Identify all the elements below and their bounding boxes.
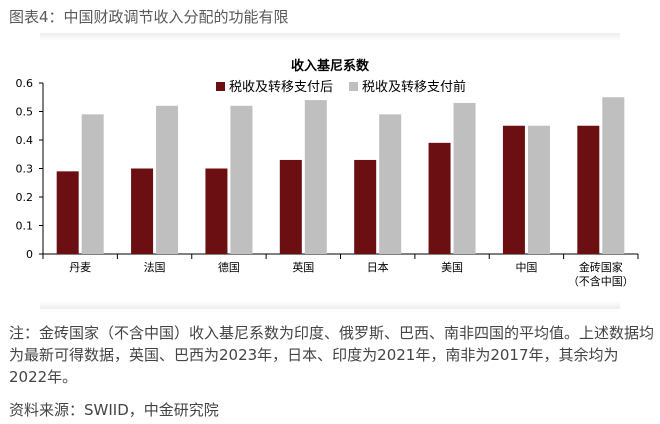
- x-category-label: 丹麦: [69, 261, 91, 274]
- x-category-label: 英国: [292, 260, 314, 274]
- legend-swatch-1: [349, 82, 358, 91]
- y-tick-label: 0.1: [16, 220, 34, 233]
- figure-title: 图表4：中国财政调节收入分配的功能有限: [9, 8, 289, 26]
- bar-after-2: [205, 168, 228, 254]
- y-tick-label: 0: [26, 248, 33, 261]
- bar-before-0: [81, 114, 104, 254]
- bar-before-7: [602, 97, 625, 254]
- bar-after-6: [502, 125, 525, 254]
- data-source: 资料来源：SWIID，中金研究院: [9, 401, 219, 419]
- x-category-label: 德国: [218, 260, 240, 274]
- x-category-label: 中国: [515, 261, 537, 274]
- chart-note: 注：金砖国家（不含中国）收入基尼系数为印度、俄罗斯、巴西、南非四国的平均值。上述…: [9, 324, 655, 386]
- chart-title: 收入基尼系数: [291, 58, 370, 74]
- legend-label-0: 税收及转移支付后: [229, 80, 333, 95]
- bar-before-3: [304, 100, 327, 254]
- y-tick-label: 0.2: [16, 191, 34, 204]
- legend-label-1: 税收及转移支付前: [362, 79, 466, 95]
- y-tick-label: 0.6: [16, 77, 34, 90]
- bar-before-4: [379, 114, 402, 254]
- x-category-label: 法国: [144, 260, 166, 274]
- bar-after-4: [354, 159, 377, 254]
- x-category-label: 美国: [441, 261, 463, 274]
- bar-before-5: [453, 102, 476, 254]
- y-tick-label: 0.5: [16, 106, 34, 119]
- y-tick-label: 0.4: [16, 134, 34, 147]
- bar-after-0: [56, 171, 79, 254]
- legend-swatch-0: [216, 82, 225, 91]
- x-category-label: 日本: [367, 260, 389, 274]
- bar-after-7: [577, 125, 600, 254]
- bar-after-3: [279, 159, 302, 254]
- bar-after-1: [131, 168, 154, 254]
- bar-before-6: [527, 125, 550, 254]
- bar-before-1: [156, 105, 179, 254]
- bar-after-5: [428, 142, 451, 254]
- x-category-label: （不含中国）: [568, 274, 634, 288]
- x-category-label: 金砖国家: [579, 260, 623, 274]
- bar-before-2: [230, 105, 253, 254]
- chart-panel: 收入基尼系数税收及转移支付后 税收及转移支付前 0 0.1 0.2 0.3 0.4 0.5 0.…: [0, 33, 660, 309]
- y-tick-label: 0.3: [16, 163, 34, 176]
